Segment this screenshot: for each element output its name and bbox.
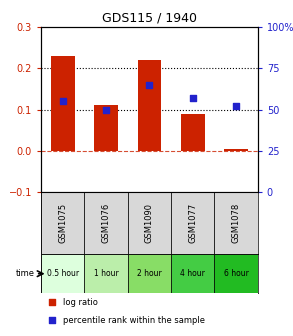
Point [50, 318, 54, 323]
Text: 4 hour: 4 hour [180, 269, 205, 278]
Text: GSM1078: GSM1078 [232, 203, 241, 244]
Bar [214, 254, 258, 293]
Bar [137, 60, 161, 151]
Text: 0.5 hour: 0.5 hour [47, 269, 79, 278]
Text: time: time [16, 269, 35, 278]
Text: GSM1077: GSM1077 [188, 203, 197, 244]
Text: 2 hour: 2 hour [137, 269, 162, 278]
Text: 1 hour: 1 hour [94, 269, 118, 278]
Bar [128, 254, 171, 293]
Bar [84, 192, 128, 254]
Point [234, 103, 239, 109]
Bar [171, 192, 214, 254]
Bar [128, 192, 171, 254]
Text: percentile rank within the sample: percentile rank within the sample [63, 316, 205, 325]
Bar [171, 254, 214, 293]
Bar [181, 114, 205, 151]
Bar [214, 192, 258, 254]
Bar [84, 254, 128, 293]
Text: 6 hour: 6 hour [224, 269, 248, 278]
Bar [41, 192, 84, 254]
Text: log ratio: log ratio [63, 298, 98, 307]
Point [104, 107, 108, 112]
Point [50, 299, 54, 305]
Text: GSM1075: GSM1075 [58, 203, 67, 243]
Bar [51, 56, 75, 151]
Point [190, 95, 195, 101]
Point [60, 99, 65, 104]
Bar [94, 106, 118, 151]
Title: GDS115 / 1940: GDS115 / 1940 [102, 11, 197, 24]
Point [147, 82, 152, 87]
Bar [224, 149, 248, 151]
Text: GSM1076: GSM1076 [102, 203, 110, 244]
Text: GSM1090: GSM1090 [145, 203, 154, 243]
Bar [41, 254, 84, 293]
